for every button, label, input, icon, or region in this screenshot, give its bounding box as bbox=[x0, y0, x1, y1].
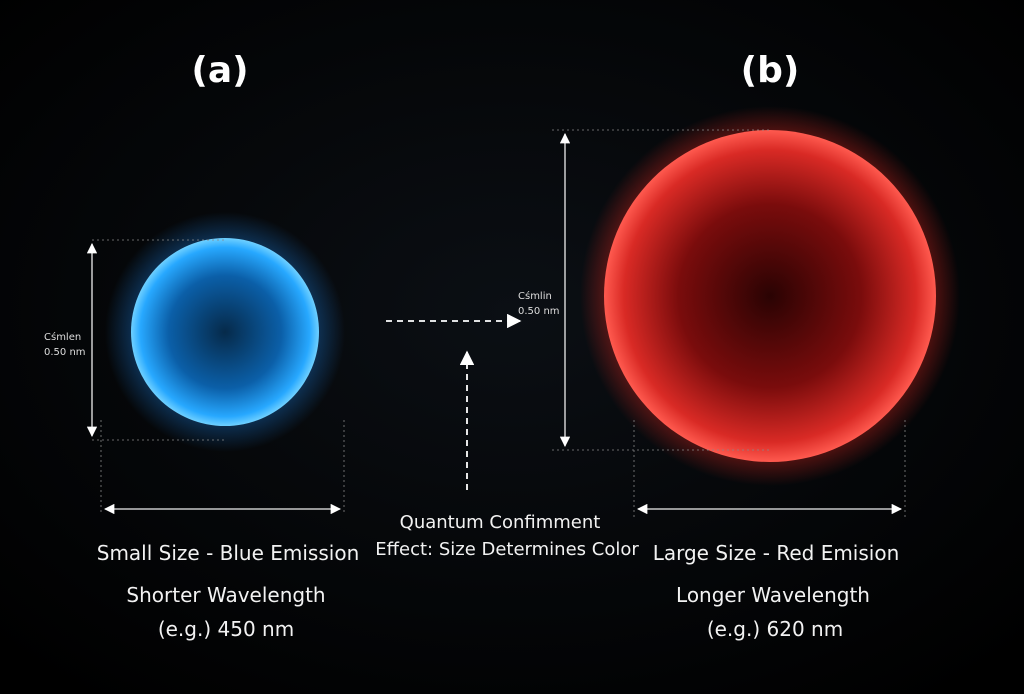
caption: Longer Wavelength bbox=[676, 583, 870, 607]
caption: Large Size - Red Emision bbox=[653, 541, 900, 565]
red-sphere bbox=[604, 130, 936, 462]
size-note: Cśmlen bbox=[44, 331, 81, 343]
size-note: Cśmlin bbox=[518, 290, 552, 302]
caption: (e.g.) 450 nm bbox=[158, 617, 294, 641]
caption: Quantum Confimment bbox=[400, 512, 601, 533]
caption: Effect: Size Determines Color bbox=[375, 539, 639, 560]
caption: Shorter Wavelength bbox=[126, 583, 325, 607]
caption: Small Size - Blue Emission bbox=[97, 541, 360, 565]
panel-label: (b) bbox=[741, 50, 800, 91]
blue-sphere bbox=[131, 238, 319, 426]
panel-label: (a) bbox=[191, 50, 248, 91]
caption: (e.g.) 620 nm bbox=[707, 617, 843, 641]
size-note: 0.50 nm bbox=[518, 306, 560, 317]
size-note: 0.50 nm bbox=[44, 347, 86, 358]
